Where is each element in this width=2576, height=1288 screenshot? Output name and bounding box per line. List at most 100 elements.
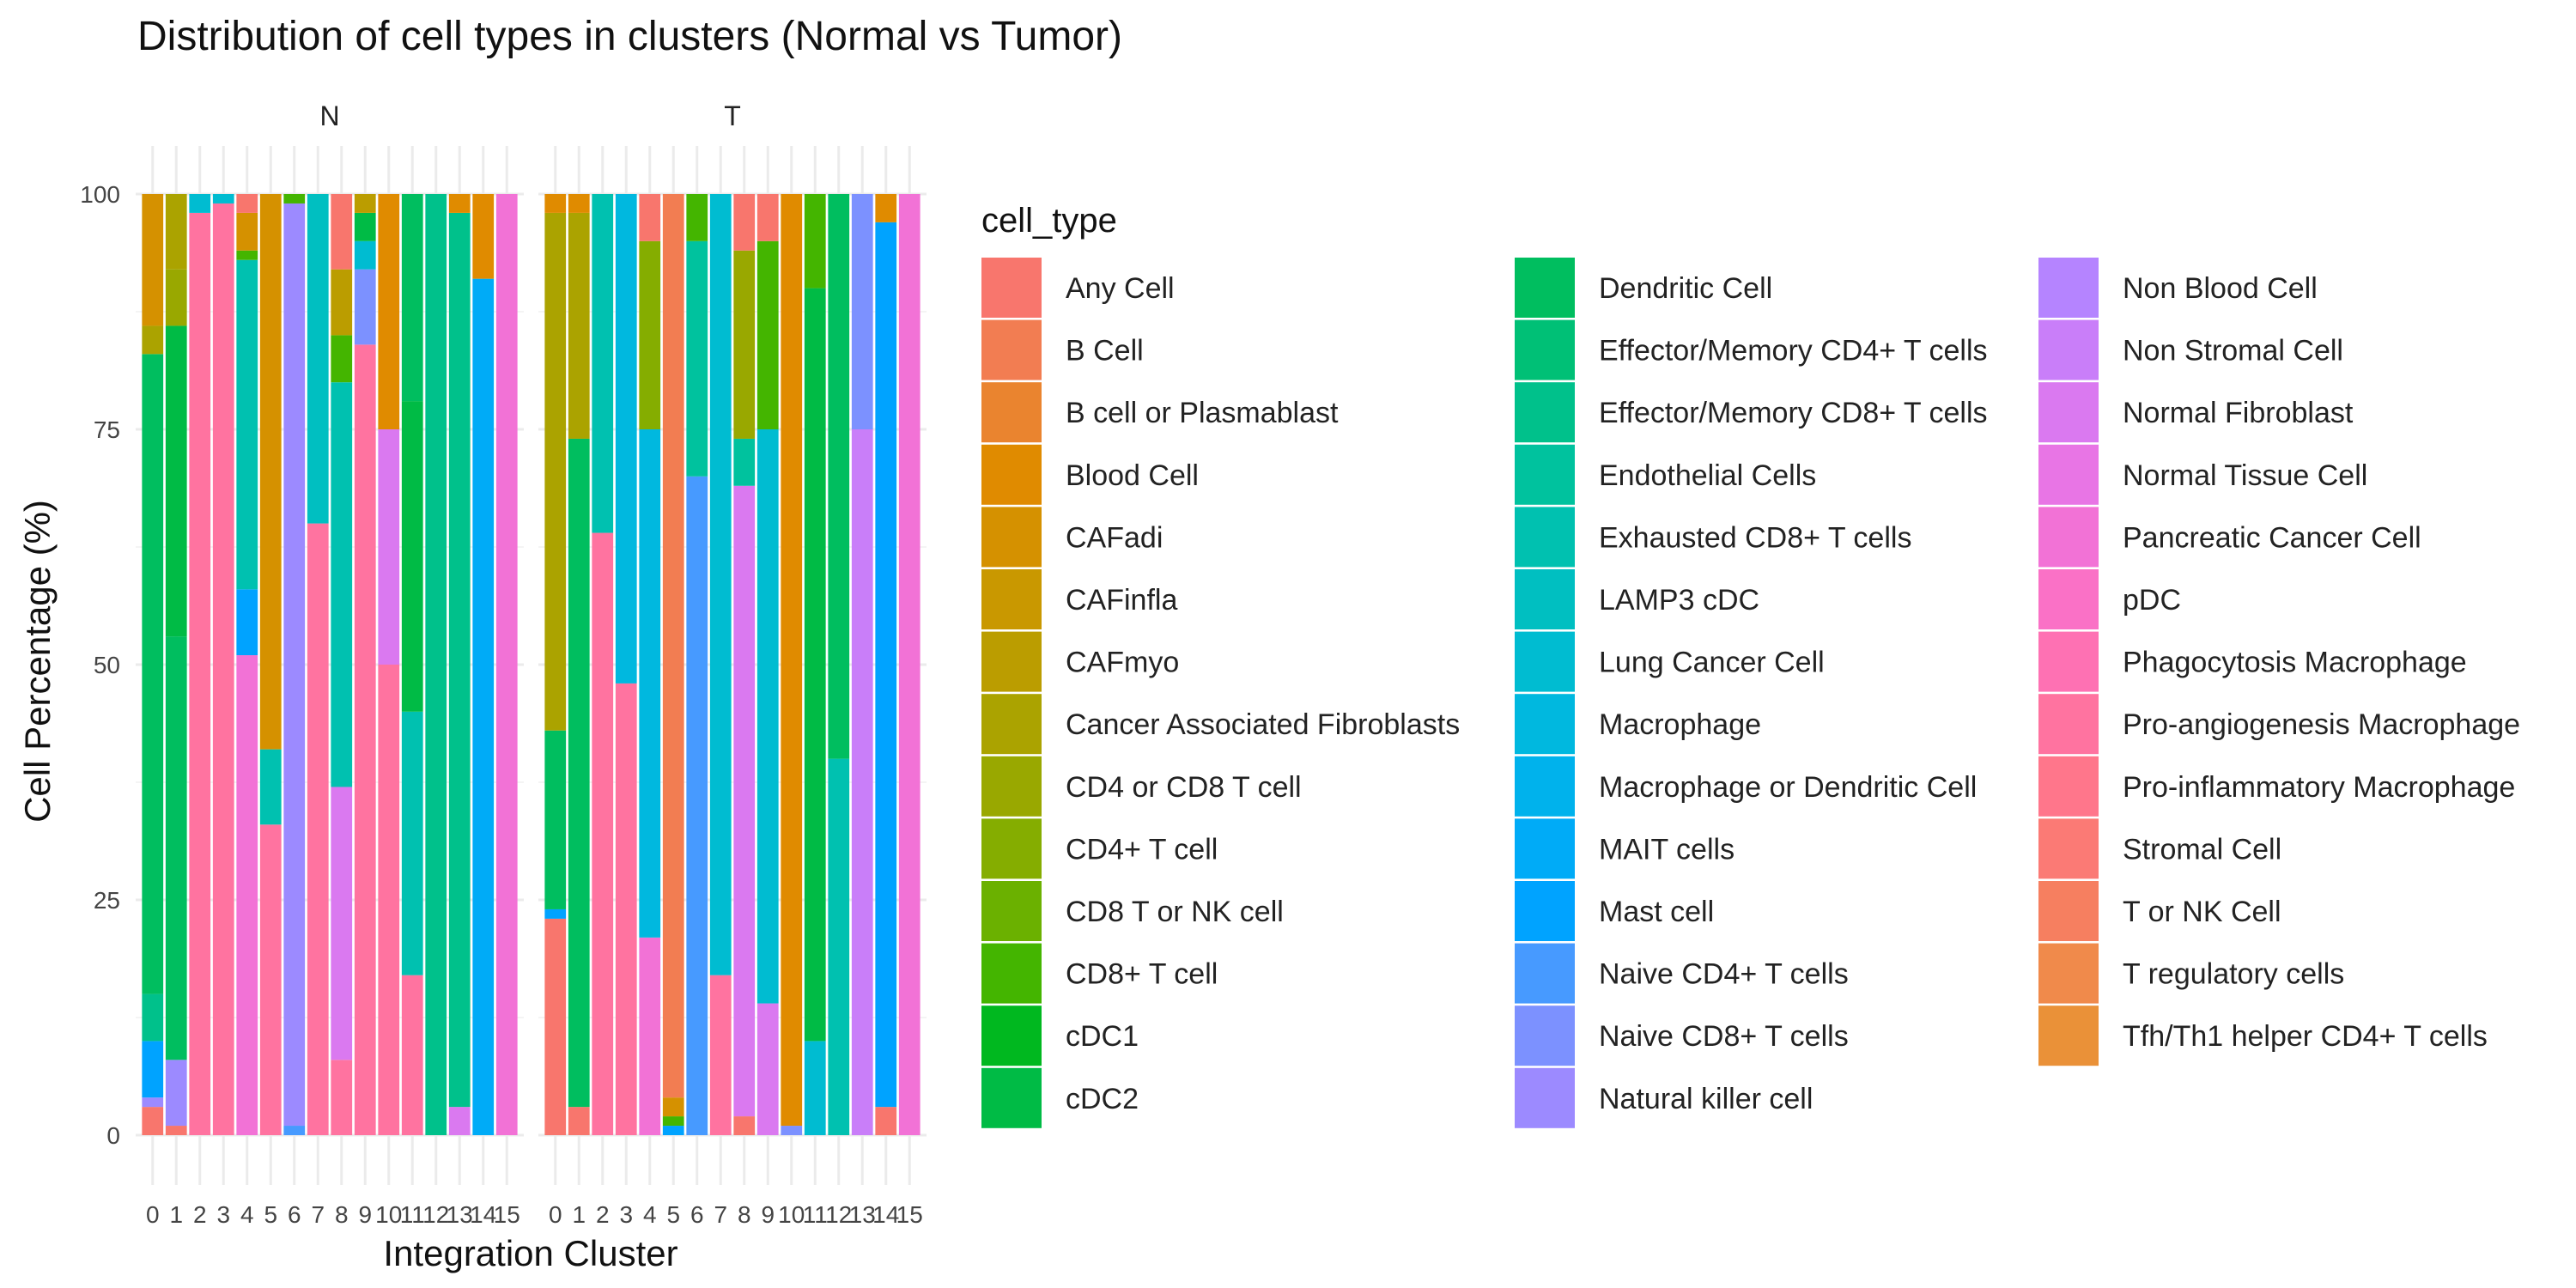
legend-swatch [981,507,1042,568]
x-tick-label: 0 [146,1201,160,1228]
legend-swatch [981,881,1042,941]
bar-segment [236,259,258,590]
bar-segment [592,532,614,1135]
legend-label: T regulatory cells [2123,958,2344,991]
bar-segment [142,993,164,1042]
bar-segment [378,665,400,1135]
bar-segment [331,335,353,383]
bar-segment [401,711,423,975]
bar-segment [307,523,329,1135]
legend-item: Effector/Memory CD4+ T cells [1515,319,1988,380]
legend-item: MAIT cells [1515,818,1735,879]
legend-item: CD8 T or NK cell [981,881,1284,941]
bar-segment [354,344,376,1135]
legend-item: Normal Fibroblast [2038,382,2354,443]
x-tick-label: 3 [216,1201,230,1228]
bar-segment [804,288,826,1042]
legend-swatch [981,569,1042,629]
bars-n [142,194,518,1136]
legend-swatch [2038,507,2099,568]
legend-swatch [981,382,1042,443]
x-tick-label: 15 [896,1201,923,1228]
bar-segment [686,476,708,1135]
legend-label: Mast cell [1599,896,1714,928]
legend-swatch [2038,382,2099,443]
bar-segment [283,194,306,204]
x-tick-label: 9 [358,1201,372,1228]
bar-segment [354,240,376,270]
bar-segment [804,194,826,289]
x-tick-label: 15 [494,1201,520,1228]
y-tick-label: 100 [80,181,120,208]
bar-segment [898,194,920,1135]
bar-segment [236,212,258,251]
legend-label: cDC2 [1066,1083,1139,1115]
bar-segment [615,683,637,1135]
y-tick-label: 0 [106,1122,120,1149]
bar-segment [733,1116,756,1135]
legend-label: Normal Tissue Cell [2123,459,2367,492]
bar-segment [165,194,187,270]
x-tick-label: 10 [778,1201,805,1228]
legend-swatch [2038,631,2099,692]
x-tick-label: 14 [872,1201,899,1228]
bar-segment [354,269,376,345]
legend-swatch [1515,1005,1575,1066]
legend-item: T regulatory cells [2038,943,2344,1004]
legend-item: Lung Cancer Cell [1515,631,1825,692]
legend-label: CD8 T or NK cell [1066,896,1284,928]
legend-swatch [1515,382,1575,443]
legend-label: CAFmyo [1066,647,1179,679]
bar-segment [709,194,732,975]
x-tick-label: 8 [335,1201,349,1228]
legend-label: Non Blood Cell [2123,272,2318,305]
legend-item: Non Stromal Cell [2038,319,2343,380]
bar-segment [639,240,661,429]
legend-swatch [2038,694,2099,755]
legend-swatch [2038,1005,2099,1066]
x-axis-label: Integration Cluster [383,1233,677,1273]
bar-segment [448,212,471,1108]
bar-segment [378,429,400,665]
bar-segment [142,1041,164,1098]
legend-item: Exhausted CD8+ T cells [1515,507,1911,568]
legend-label: Normal Fibroblast [2123,397,2354,429]
bar-segment [828,758,850,1135]
legend-label: Stromal Cell [2123,833,2281,866]
legend-item: Stromal Cell [2038,818,2281,879]
bar-segment [662,1097,684,1117]
bar-segment [165,1126,187,1135]
y-tick-label: 75 [94,416,120,443]
legend-label: CAFadi [1066,521,1163,554]
bar-segment [568,438,590,1108]
bar-segment [331,194,353,270]
legend-item: Blood Cell [981,444,1199,505]
legend-label: Cancer Associated Fibroblasts [1066,708,1460,741]
x-tick-label: 13 [849,1201,876,1228]
legend-label: Endothelial Cells [1599,459,1816,492]
legend-swatch [1515,631,1575,692]
panel-strip-label-t: T [724,100,741,131]
bar-segment [686,240,708,477]
bar-segment [331,382,353,787]
legend-swatch [981,258,1042,318]
bar-segment [165,325,187,637]
legend-label: Effector/Memory CD4+ T cells [1599,335,1988,368]
x-tick-label: 8 [738,1201,751,1228]
bar-segment [568,212,590,439]
bar-segment [781,1126,803,1135]
legend-item: Mast cell [1515,881,1714,941]
bar-segment [568,194,590,213]
panel-strip-label-n: N [319,100,339,131]
legend-swatch [2038,258,2099,318]
x-tick-label: 1 [169,1201,183,1228]
legend-label: Dendritic Cell [1599,272,1772,305]
x-tick-label: 12 [825,1201,852,1228]
bar-segment [236,194,258,213]
legend-swatch [981,444,1042,505]
bar-segment [378,194,400,429]
legend-swatch [2038,818,2099,879]
legend-label: Lung Cancer Cell [1599,647,1825,679]
bar-segment [283,1126,306,1135]
